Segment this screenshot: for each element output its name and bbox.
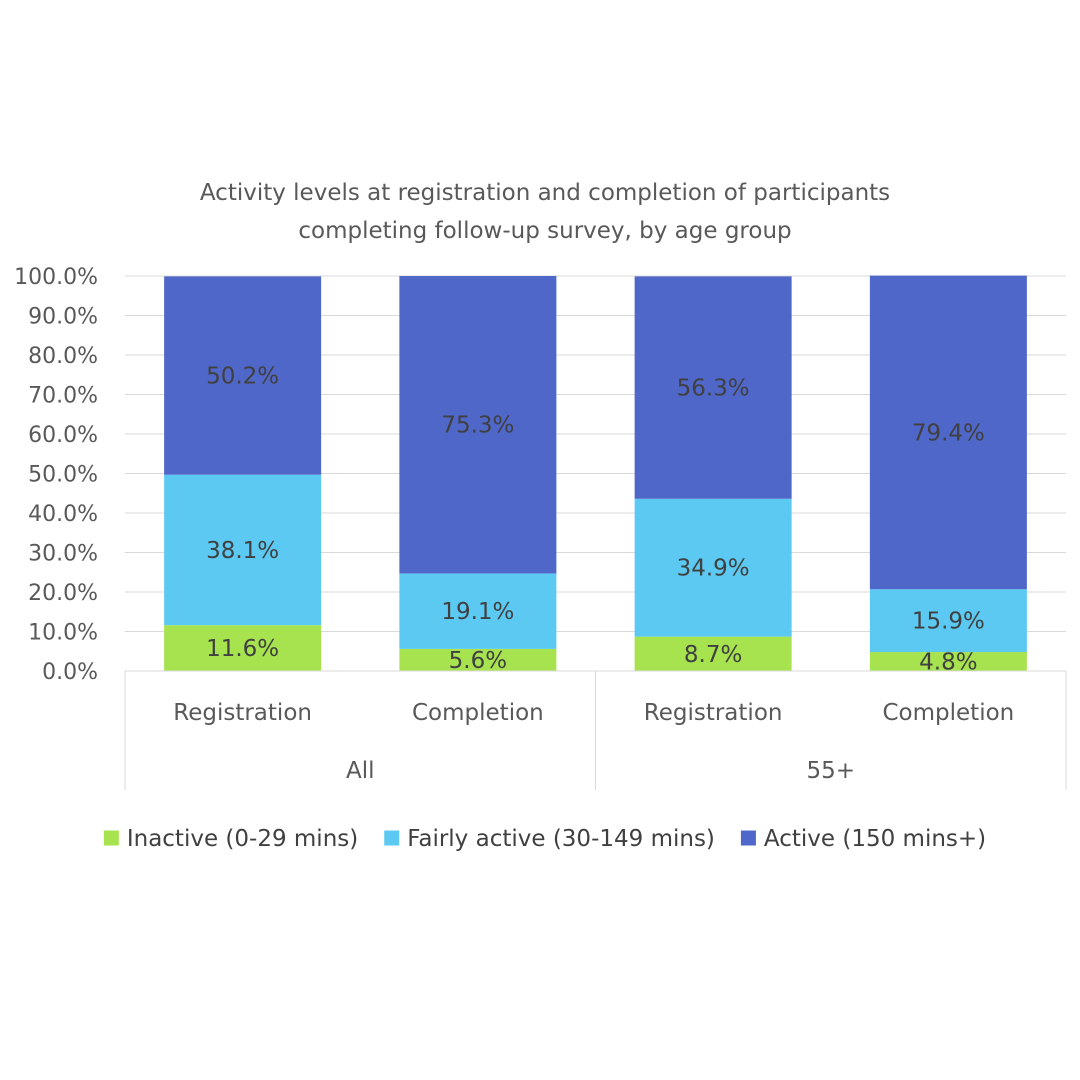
legend-label: Inactive (0-29 mins) [127,826,358,852]
bar-segment [399,648,557,671]
y-tick-label: 90.0% [28,305,98,330]
y-axis: 0.0% 10.0% 20.0% 30.0% 40.0% 50.0% 60.0% 70.0% 8… [14,265,98,685]
bar-segment [869,275,1027,590]
bar-segment [634,636,792,671]
y-tick-label: 0.0% [42,660,98,685]
bar-segment [399,276,557,574]
legend-swatch [740,830,756,846]
legend-swatch [103,830,119,846]
category-label: Registration [173,700,312,726]
data-label: 75.3% [441,413,514,439]
data-label: 56.3% [677,376,750,402]
chart-title-line-2: completing follow-up survey, by age grou… [298,218,791,244]
y-tick-label: 30.0% [28,542,98,567]
data-label: 19.1% [441,599,514,625]
legend-label: Fairly active (30-149 mins) [407,826,715,852]
x-axis: Registration Completion Registration Comple… [124,670,1067,790]
bar-segment [634,498,792,637]
y-tick-label: 60.0% [28,423,98,448]
bar-segment [399,573,557,649]
bar-segment [869,589,1027,653]
category-label: Completion [412,700,544,726]
data-label: 79.4% [912,420,985,446]
category-label: Completion [883,700,1015,726]
data-label: 15.9% [912,609,985,635]
bars: 11.6% 38.1% 50.2% 5.6% 19.1% 75.3% 8.7% 34.9% 56… [164,275,1027,676]
data-label: 4.8% [919,650,977,676]
group-label: 55+ [806,758,855,784]
y-tick-label: 80.0% [28,344,98,369]
category-label: Registration [644,700,783,726]
bar-segment [869,652,1027,671]
legend-swatch [384,830,400,846]
bar-segment [164,474,322,626]
bar-segment [164,625,322,671]
group-label: All [346,758,375,784]
bar-segment [634,276,792,499]
data-label: 5.6% [449,648,507,674]
y-tick-label: 70.0% [28,384,98,409]
y-tick-label: 10.0% [28,621,98,646]
legend-label: Active (150 mins+) [764,826,986,852]
y-tick-label: 50.0% [28,463,98,488]
y-tick-label: 100.0% [14,265,98,290]
chart-title-line-1: Activity levels at registration and comp… [200,180,890,206]
data-label: 38.1% [206,538,279,564]
data-label: 50.2% [206,364,279,390]
y-tick-label: 20.0% [28,581,98,606]
y-tick-label: 40.0% [28,502,98,527]
data-label: 34.9% [677,556,750,582]
legend: Inactive (0-29 mins) Fairly active (30-14… [103,826,986,852]
data-label: 11.6% [206,636,279,662]
data-label: 8.7% [684,642,742,668]
bar-segment [164,276,322,475]
